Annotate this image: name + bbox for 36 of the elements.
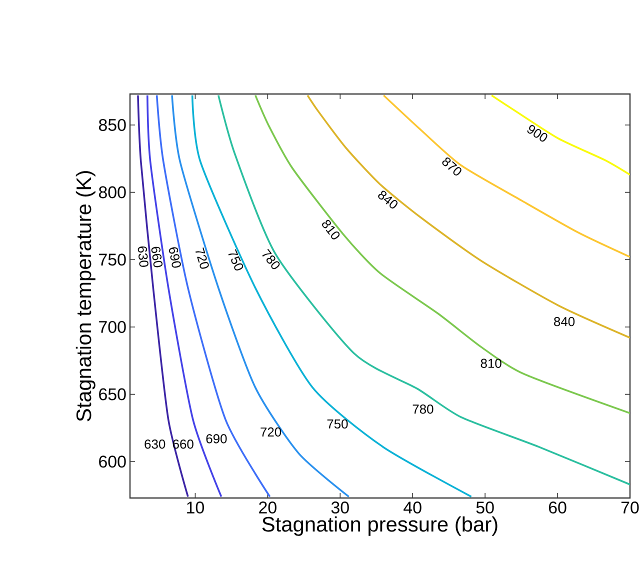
- text: 780: [262, 248, 280, 270]
- text: 810: [322, 220, 340, 240]
- annotation: 630: [144, 440, 166, 449]
- x-tick-label: 10: [187, 502, 204, 514]
- annotation: 720: [260, 427, 282, 437]
- text: 660: [151, 246, 163, 268]
- y-tick-label: 800: [98, 186, 126, 198]
- y-axis-title: Stagnation temperature (K): [76, 171, 96, 422]
- x-tick-label: 50: [476, 502, 494, 514]
- x-tick-label: 40: [404, 502, 422, 514]
- annotation: 780: [412, 404, 434, 414]
- text: 900: [527, 125, 548, 142]
- y-tick-label: 750: [99, 254, 126, 266]
- annotation: 690: [206, 434, 227, 444]
- line-series: [254, 94, 630, 414]
- text: 840: [378, 190, 398, 208]
- text: 750: [228, 249, 244, 270]
- y-tick-label: 700: [99, 320, 126, 333]
- y-tick-label: 850: [98, 118, 126, 131]
- line-series: [306, 94, 630, 339]
- x-tick-label: 60: [548, 502, 566, 514]
- y-tick-label: 650: [99, 388, 126, 400]
- x-tick-label: 30: [331, 502, 349, 514]
- annotation: 750: [327, 419, 348, 429]
- x-tick-label: 70: [621, 502, 639, 514]
- annotation: 840: [554, 316, 575, 326]
- text: 720: [195, 248, 209, 269]
- line-series: [171, 94, 350, 498]
- x-axis-title: Stagnation pressure (bar): [262, 516, 498, 536]
- text: 690: [169, 247, 181, 268]
- text: 870: [442, 157, 462, 176]
- annotation: 810: [480, 358, 502, 368]
- text: 630: [138, 246, 148, 267]
- y-tick-label: 600: [99, 456, 126, 468]
- x-tick-label: 20: [259, 502, 276, 514]
- line-series: [490, 94, 630, 176]
